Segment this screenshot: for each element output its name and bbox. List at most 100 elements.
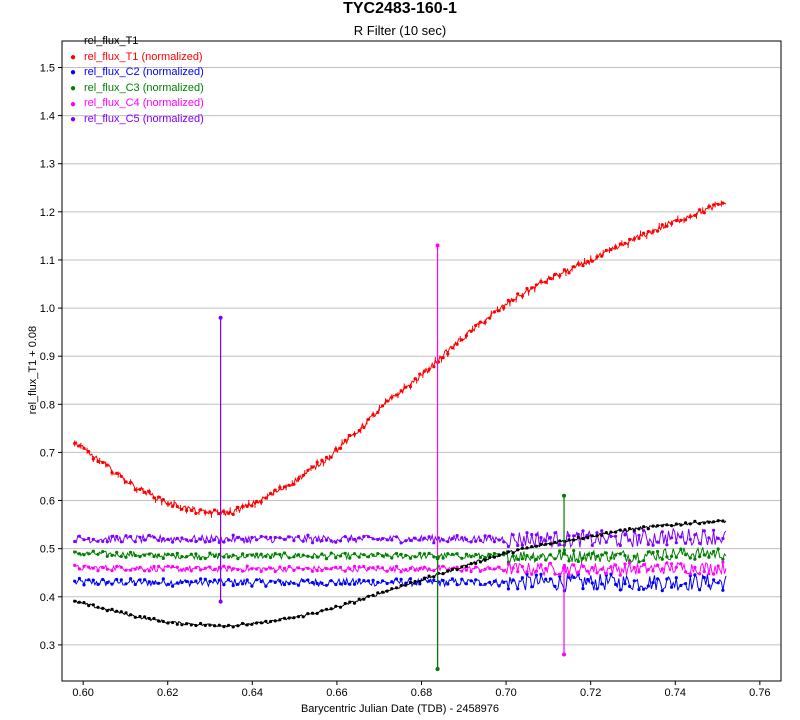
data-point bbox=[287, 556, 291, 560]
data-point bbox=[129, 568, 133, 572]
data-point bbox=[301, 567, 305, 572]
data-point bbox=[250, 584, 254, 588]
data-point bbox=[175, 551, 179, 555]
data-point bbox=[138, 614, 142, 619]
data-point bbox=[418, 538, 422, 542]
data-point bbox=[408, 577, 413, 581]
data-point bbox=[623, 528, 627, 532]
data-point bbox=[371, 593, 375, 598]
data-point bbox=[483, 558, 487, 562]
data-point bbox=[245, 578, 249, 582]
data-point bbox=[684, 553, 688, 557]
data-point bbox=[455, 342, 459, 346]
data-point bbox=[194, 552, 198, 556]
data-point bbox=[338, 539, 343, 543]
data-point bbox=[600, 529, 604, 533]
data-point bbox=[506, 298, 510, 302]
data-point bbox=[679, 547, 683, 551]
data-point bbox=[315, 581, 319, 586]
data-point bbox=[474, 552, 478, 557]
x-tick-label: 0.68 bbox=[411, 687, 432, 699]
data-point bbox=[213, 567, 217, 572]
data-point bbox=[553, 557, 557, 561]
data-point bbox=[674, 219, 678, 223]
data-point bbox=[525, 546, 529, 550]
data-point bbox=[492, 540, 496, 544]
legend-marker-icon: ● bbox=[70, 67, 77, 79]
data-point bbox=[185, 538, 189, 542]
data-point bbox=[712, 578, 716, 582]
data-point bbox=[539, 554, 543, 558]
data-point bbox=[171, 564, 175, 569]
data-point bbox=[646, 542, 650, 547]
data-point bbox=[171, 584, 175, 588]
data-point bbox=[441, 556, 445, 560]
data-point bbox=[544, 577, 548, 581]
data-point bbox=[310, 541, 315, 545]
data-point bbox=[301, 539, 305, 543]
data-point bbox=[73, 579, 77, 583]
data-point bbox=[394, 393, 399, 397]
data-point bbox=[600, 553, 604, 557]
data-point bbox=[101, 550, 105, 554]
data-point bbox=[600, 567, 604, 571]
data-point bbox=[469, 562, 473, 566]
data-point bbox=[82, 553, 86, 557]
data-point bbox=[166, 621, 170, 625]
data-point bbox=[567, 271, 571, 275]
data-point bbox=[567, 575, 571, 579]
data-point bbox=[390, 587, 394, 591]
data-point bbox=[357, 565, 361, 569]
data-point bbox=[408, 556, 413, 560]
data-point bbox=[301, 553, 305, 557]
data-point bbox=[525, 286, 529, 291]
data-point bbox=[91, 603, 95, 607]
data-point bbox=[595, 571, 599, 575]
data-point bbox=[357, 428, 361, 433]
series-line bbox=[74, 560, 727, 577]
data-point bbox=[101, 606, 105, 611]
data-point bbox=[600, 533, 604, 537]
grid-lines bbox=[62, 66, 781, 646]
data-point bbox=[306, 578, 310, 582]
x-tick-label: 0.72 bbox=[580, 687, 601, 699]
data-point bbox=[698, 572, 702, 576]
data-point bbox=[269, 566, 273, 570]
data-point bbox=[418, 580, 422, 584]
data-point bbox=[77, 444, 81, 448]
data-point bbox=[227, 538, 231, 542]
data-point bbox=[674, 565, 678, 569]
data-point bbox=[315, 611, 319, 616]
data-point bbox=[441, 564, 445, 568]
data-point bbox=[628, 559, 632, 563]
data-point bbox=[450, 577, 454, 581]
data-point bbox=[628, 237, 632, 242]
spike-point bbox=[435, 666, 440, 671]
data-point bbox=[600, 582, 604, 586]
data-point bbox=[422, 536, 426, 540]
data-point bbox=[124, 582, 128, 586]
data-point bbox=[273, 552, 277, 556]
data-point bbox=[488, 555, 492, 560]
data-point bbox=[96, 582, 100, 587]
data-point bbox=[404, 385, 408, 389]
data-point bbox=[185, 555, 189, 559]
spike-point bbox=[562, 551, 567, 556]
data-point bbox=[180, 580, 184, 585]
data-point bbox=[213, 508, 217, 512]
data-point bbox=[511, 554, 515, 558]
data-point bbox=[558, 574, 562, 579]
data-point bbox=[618, 242, 622, 246]
data-point bbox=[166, 564, 170, 568]
data-point bbox=[623, 554, 627, 558]
data-point bbox=[175, 504, 179, 509]
data-point bbox=[115, 550, 119, 554]
data-point bbox=[259, 569, 263, 574]
data-point bbox=[632, 528, 636, 532]
data-point bbox=[604, 540, 608, 544]
data-point bbox=[245, 553, 249, 558]
data-point bbox=[721, 557, 725, 561]
data-point bbox=[231, 583, 235, 588]
data-point bbox=[455, 534, 459, 538]
data-point bbox=[227, 623, 231, 627]
